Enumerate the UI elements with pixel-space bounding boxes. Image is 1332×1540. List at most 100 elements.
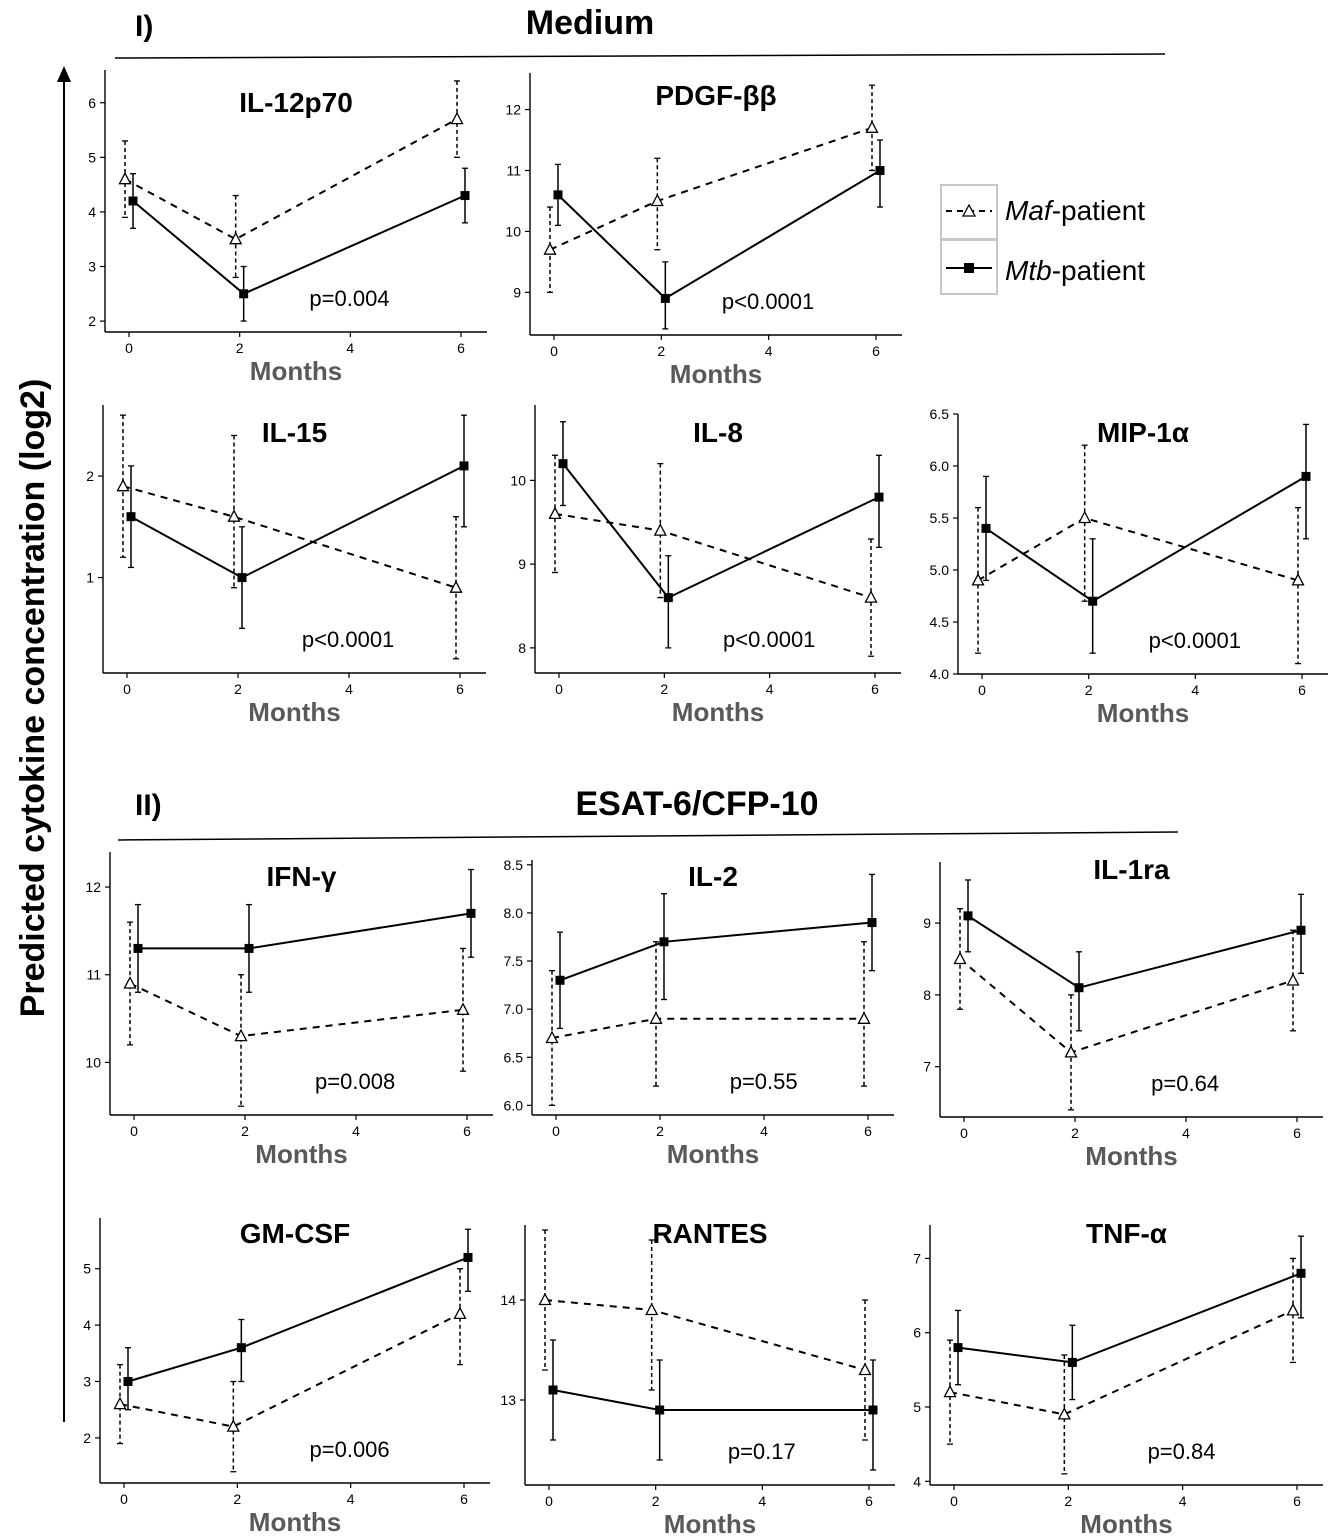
legend-mtb-label: Mtb-patient <box>1005 255 1145 286</box>
x-tick-label: 6 <box>864 1123 872 1139</box>
legend-mtb-square-icon <box>964 263 974 273</box>
x-tick-label: 6 <box>457 340 465 356</box>
x-tick-label: 4 <box>766 681 774 697</box>
x-tick-label: 6 <box>1293 1493 1301 1509</box>
mtb-point-square <box>1296 1268 1306 1278</box>
chart-panel-2: 9 10 11 12 0 2 4 6 PDGF-ββ Months p<0.0001 <box>505 73 902 389</box>
x-tick-label: 0 <box>978 682 986 698</box>
maf-point-triangle <box>1064 1044 1078 1058</box>
maf-series-line <box>129 982 464 1038</box>
mtb-point-square <box>1301 471 1311 481</box>
y-tick-label: 10 <box>505 223 521 239</box>
x-tick-label: 4 <box>765 343 773 359</box>
y-axis-arrow-head <box>57 66 71 82</box>
x-tick-label: 4 <box>758 1493 766 1509</box>
x-axis-label: Months <box>1085 1141 1177 1171</box>
panel-title: TNF-α <box>1086 1218 1167 1249</box>
x-tick-label: 6 <box>1298 682 1306 698</box>
x-axis-label: Months <box>670 359 762 389</box>
maf-point-triangle <box>456 1002 470 1015</box>
mtb-point-square <box>133 943 143 953</box>
x-tick-label: 0 <box>960 1125 968 1141</box>
x-tick-label: 4 <box>345 681 353 697</box>
maf-series-line <box>554 512 872 599</box>
maf-point-triangle <box>1057 1406 1071 1420</box>
mtb-point-square <box>1067 1357 1077 1367</box>
maf-point-triangle <box>229 231 243 245</box>
maf-point-triangle <box>857 1011 871 1024</box>
mtb-point-square <box>655 1405 665 1415</box>
x-tick-label: 2 <box>236 340 244 356</box>
mtb-point-square <box>236 1343 246 1353</box>
panel-title: MIP-1α <box>1097 417 1189 448</box>
x-tick-label: 6 <box>460 1491 468 1507</box>
y-tick-label: 11 <box>86 967 101 983</box>
mtb-point-square <box>1296 925 1306 935</box>
x-axis-label: Months <box>1097 698 1189 728</box>
p-value-annotation: p=0.55 <box>730 1069 798 1094</box>
panel-title: PDGF-ββ <box>655 80 776 111</box>
x-tick-label: 0 <box>120 1491 128 1507</box>
chart-panel-9: 2 3 4 5 0 2 4 6 GM-CSF Months p=0.006 <box>83 1218 490 1537</box>
panel-title: IL-15 <box>262 417 327 448</box>
chart-panel-4: 8 9 10 0 2 4 6 IL-8 Months p<0.0001 <box>510 405 901 727</box>
maf-point-triangle <box>858 1362 872 1376</box>
maf-point-triangle <box>538 1292 552 1306</box>
panel-title: GM-CSF <box>240 1218 350 1249</box>
mtb-point-square <box>237 573 247 583</box>
x-tick-label: 0 <box>123 681 131 697</box>
chart-panel-1: 2 3 4 5 6 0 2 4 6 IL-12p70 Months p=0.004 <box>88 70 487 386</box>
y-tick-label: 6 <box>913 1325 921 1341</box>
chart-panel-11: 4 5 6 7 0 2 4 6 TNF-α Months p=0.84 <box>913 1218 1323 1539</box>
x-axis-label: Months <box>255 1139 347 1169</box>
mtb-point-square <box>868 1405 878 1415</box>
maf-series-line <box>549 126 873 251</box>
p-value-annotation: p=0.008 <box>315 1069 395 1094</box>
mtb-point-square <box>239 289 249 299</box>
y-tick-label: 7 <box>913 1250 921 1266</box>
mtb-series-line <box>138 912 472 950</box>
y-tick-label: 6.0 <box>504 1097 524 1113</box>
maf-point-triangle <box>453 1306 467 1320</box>
mtb-point-square <box>128 196 138 206</box>
x-axis-label: Months <box>672 697 764 727</box>
maf-point-triangle <box>450 111 464 125</box>
mtb-point-square <box>1074 983 1084 993</box>
maf-point-triangle <box>1286 1302 1300 1316</box>
y-tick-label: 5.5 <box>930 510 950 526</box>
x-tick-label: 0 <box>950 1493 958 1509</box>
maf-point-triangle <box>864 590 878 603</box>
x-axis-label: Months <box>664 1509 756 1539</box>
mtb-series-line <box>559 921 873 982</box>
x-axis-label: Months <box>1080 1509 1172 1539</box>
x-tick-label: 2 <box>234 681 242 697</box>
y-tick-label: 8.5 <box>504 857 524 873</box>
x-tick-label: 6 <box>456 681 464 697</box>
maf-point-triangle <box>649 1011 663 1024</box>
panel-title: IL-8 <box>693 417 743 448</box>
section2-title: ESAT-6/CFP-10 <box>575 785 818 823</box>
maf-point-triangle <box>116 478 130 492</box>
maf-series-line <box>122 485 457 589</box>
maf-point-triangle <box>227 509 241 522</box>
mtb-point-square <box>126 512 136 522</box>
y-axis-label: Predicted cytokine concentration (log2) <box>14 379 52 1018</box>
legend-mtb-key-box <box>940 239 998 295</box>
mtb-point-square <box>963 911 973 921</box>
chart-panel-5: 4.0 4.5 5.0 5.5 6.0 6.5 0 2 4 6 MIP-1α Months p<0.00… <box>930 406 1328 728</box>
mtb-point-square <box>981 523 991 533</box>
chart-panel-10: 13 14 0 2 4 6 RANTES Months p=0.17 <box>500 1218 895 1539</box>
y-tick-label: 9 <box>518 556 526 572</box>
p-value-annotation: p=0.004 <box>309 286 389 311</box>
mtb-series-line <box>552 1389 873 1411</box>
section1-rule <box>114 53 1166 59</box>
y-tick-label: 2 <box>88 313 96 329</box>
maf-point-triangle <box>653 523 667 536</box>
y-tick-label: 4.5 <box>930 614 950 630</box>
legend-mtb-italic: Mtb <box>1005 255 1052 286</box>
y-tick-label: 5 <box>913 1399 921 1415</box>
maf-point-triangle <box>943 1384 957 1398</box>
maf-point-triangle <box>226 1419 240 1432</box>
y-tick-label: 7.5 <box>504 953 524 969</box>
